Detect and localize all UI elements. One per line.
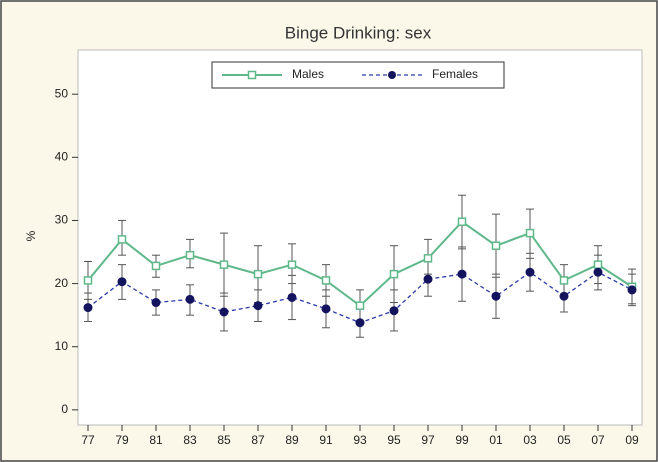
- y-tick-label: 0: [61, 402, 68, 416]
- marker: [627, 285, 637, 295]
- x-tick-label: 87: [251, 433, 265, 447]
- x-tick-label: 93: [353, 433, 367, 447]
- x-tick-label: 09: [625, 433, 639, 447]
- marker: [151, 298, 161, 308]
- marker: [491, 241, 501, 250]
- x-tick-label: 83: [183, 433, 197, 447]
- x-tick-label: 03: [523, 433, 537, 447]
- y-tick-label: 10: [55, 339, 69, 353]
- marker: [321, 276, 331, 285]
- marker: [253, 269, 263, 279]
- marker: [219, 307, 229, 317]
- x-tick-label: 05: [557, 433, 571, 447]
- marker: [457, 217, 467, 226]
- x-tick-label: 85: [217, 433, 231, 447]
- x-tick-label: 81: [149, 433, 163, 447]
- x-tick-label: 79: [115, 433, 129, 447]
- marker: [423, 254, 433, 263]
- marker: [321, 304, 331, 314]
- x-tick-label: 77: [81, 433, 95, 447]
- marker: [593, 267, 603, 277]
- y-tick-label: 40: [55, 149, 69, 163]
- plot-area: [77, 49, 643, 426]
- marker: [355, 301, 365, 310]
- legend-label: Males: [292, 67, 324, 81]
- marker: [83, 276, 93, 285]
- marker: [185, 294, 195, 304]
- y-tick-label: 30: [55, 213, 69, 227]
- x-tick-label: 07: [591, 433, 605, 447]
- marker: [219, 260, 229, 269]
- marker: [355, 318, 365, 328]
- marker: [287, 292, 297, 302]
- marker: [559, 291, 569, 301]
- marker: [389, 269, 399, 279]
- legend-marker: [388, 71, 396, 79]
- x-tick-label: 95: [387, 433, 401, 447]
- chart-title: Binge Drinking: sex: [285, 23, 432, 42]
- marker: [117, 235, 127, 244]
- marker: [593, 260, 603, 269]
- marker: [83, 303, 93, 313]
- marker: [525, 228, 535, 238]
- legend-marker: [247, 70, 257, 80]
- x-tick-label: 01: [489, 433, 503, 447]
- y-axis-label: %: [24, 230, 38, 241]
- marker: [525, 267, 535, 277]
- y-tick-label: 50: [55, 86, 69, 100]
- x-tick-label: 89: [285, 433, 299, 447]
- marker: [185, 250, 195, 260]
- marker: [117, 277, 127, 287]
- marker: [559, 276, 569, 285]
- x-tick-label: 97: [421, 433, 435, 447]
- y-tick-label: 20: [55, 276, 69, 290]
- marker: [491, 291, 501, 301]
- marker: [423, 274, 433, 284]
- marker: [389, 306, 399, 316]
- marker: [151, 261, 161, 271]
- x-tick-label: 91: [319, 433, 333, 447]
- marker: [457, 269, 467, 279]
- x-tick-label: 99: [455, 433, 469, 447]
- marker: [287, 260, 297, 269]
- legend-label: Females: [432, 67, 478, 81]
- marker: [253, 301, 263, 311]
